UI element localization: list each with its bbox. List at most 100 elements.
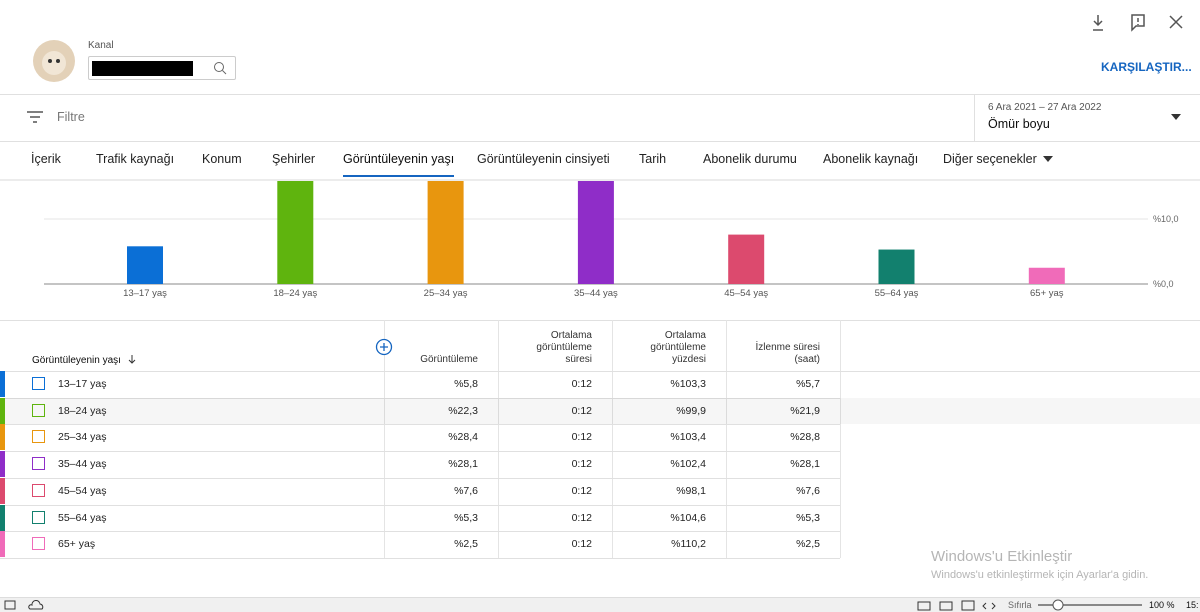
cell: %21,9 xyxy=(790,404,820,417)
arrow xyxy=(1042,156,1053,162)
shadow xyxy=(0,179,1200,181)
cell: %5,7 xyxy=(796,378,820,390)
column-header: İzlenme süresi (saat) xyxy=(755,342,820,365)
tab[interactable]: Diğer seçenekler xyxy=(943,152,1054,166)
tab[interactable]: Abonelik kaynağı xyxy=(823,152,919,166)
compare-button[interactable]: KARŞILAŞTIR... xyxy=(1101,60,1192,74)
row-color xyxy=(0,531,5,558)
bar xyxy=(728,234,765,284)
row-label: 55–64 yaş xyxy=(58,511,107,524)
zoom-slider[interactable] xyxy=(1036,599,1144,612)
plus xyxy=(380,343,388,351)
cell: %5,8 xyxy=(454,378,478,390)
divider xyxy=(0,320,1200,321)
row-divider xyxy=(0,557,840,559)
bar xyxy=(277,181,314,284)
column-divider xyxy=(612,320,613,558)
taskbar-icons[interactable] xyxy=(4,600,44,611)
x-tick-label: 13–17 yaş xyxy=(123,288,167,299)
checkbox[interactable] xyxy=(32,403,45,417)
divider xyxy=(0,371,1200,372)
column-divider xyxy=(840,320,841,558)
date-range: 6 Ara 2021 – 27 Ara 2022 xyxy=(988,102,1102,113)
search-icon xyxy=(214,62,227,75)
checkbox[interactable] xyxy=(32,483,45,497)
cell: %103,4 xyxy=(670,431,706,444)
table-row[interactable] xyxy=(0,451,1200,477)
table-row[interactable] xyxy=(0,398,1200,424)
column-divider xyxy=(498,320,499,558)
tab[interactable]: Abonelik durumu xyxy=(703,152,797,166)
taskbar-icons[interactable] xyxy=(916,600,1000,611)
checkbox[interactable] xyxy=(32,430,45,444)
row-divider xyxy=(0,397,840,399)
add-column[interactable] xyxy=(375,338,393,356)
table-row[interactable] xyxy=(0,478,1200,504)
tab[interactable]: Görüntüleyenin yaşı xyxy=(343,152,455,177)
row-divider xyxy=(0,531,840,533)
dropdown-arrow[interactable] xyxy=(1170,113,1182,121)
checkbox[interactable] xyxy=(32,510,45,524)
period[interactable]: Ömür boyu xyxy=(988,117,1050,131)
row-color xyxy=(0,504,5,531)
tab[interactable]: Şehirler xyxy=(272,152,316,166)
cell: %99,9 xyxy=(676,404,706,417)
row-color xyxy=(0,397,5,424)
cell: %5,3 xyxy=(454,511,478,524)
cell: 0:12 xyxy=(571,484,592,497)
divider xyxy=(0,141,1200,142)
row-color xyxy=(0,424,5,451)
x-tick-label: 55–64 yaş xyxy=(875,288,919,299)
cell: %28,4 xyxy=(448,431,478,444)
checkbox[interactable] xyxy=(32,537,45,551)
cell: 0:12 xyxy=(571,378,592,390)
row-color xyxy=(0,371,5,397)
tab[interactable]: İçerik xyxy=(31,152,61,166)
cell: %28,8 xyxy=(790,431,820,444)
row-color xyxy=(0,451,5,478)
dropdown-arrow xyxy=(1042,156,1053,162)
filter-input[interactable]: Filtre xyxy=(57,110,85,124)
tab-underline xyxy=(343,175,455,177)
tab[interactable]: Trafik kaynağı xyxy=(96,152,175,166)
column-header: Görüntüleme xyxy=(420,354,478,365)
cell: 0:12 xyxy=(571,458,592,471)
table-row[interactable] xyxy=(0,505,1200,531)
x-tick-label: 35–44 yaş xyxy=(574,288,618,299)
bar xyxy=(878,249,915,284)
clock: 15: xyxy=(1186,600,1199,610)
cell: %7,6 xyxy=(796,484,820,497)
cell: 0:12 xyxy=(571,511,592,524)
tab[interactable]: Konum xyxy=(202,152,242,166)
cell: %103,3 xyxy=(670,378,706,390)
reset[interactable]: Sıfırla xyxy=(1008,600,1032,610)
cell: %2,5 xyxy=(796,538,820,551)
x-tick-label: 45–54 yaş xyxy=(724,288,768,299)
y-tick-label: %0,0 xyxy=(1153,279,1174,289)
tab[interactable]: Tarih xyxy=(639,152,667,166)
checkbox[interactable] xyxy=(32,457,45,471)
taskbar: Sıfırla 100 % 15: xyxy=(0,597,1200,612)
x-tick-label: 18–24 yaş xyxy=(273,288,317,299)
cell: %28,1 xyxy=(448,458,478,471)
cell: %5,3 xyxy=(796,511,820,524)
checkbox[interactable] xyxy=(32,377,45,390)
table-row[interactable] xyxy=(0,424,1200,450)
watermark-text: Windows'u etkinleştirmek için Ayarlar'a … xyxy=(931,569,1149,581)
avatar[interactable] xyxy=(32,39,76,83)
column-header: Ortalama görüntüleme yüzdesi xyxy=(650,330,706,365)
row-label: 13–17 yaş xyxy=(58,378,107,390)
table-row[interactable] xyxy=(0,371,1200,397)
channel-search[interactable] xyxy=(88,56,236,80)
top-icons[interactable] xyxy=(1090,12,1190,34)
row-divider xyxy=(0,451,840,453)
divider xyxy=(974,95,975,141)
filter-icon[interactable] xyxy=(26,110,44,124)
row-divider xyxy=(0,477,840,479)
cell: %102,4 xyxy=(670,458,706,471)
column-header[interactable]: Görüntüleyenin yaşı xyxy=(32,354,137,366)
row-label: 25–34 yaş xyxy=(58,431,107,444)
column-divider xyxy=(726,320,727,558)
tab[interactable]: Görüntüleyenin cinsiyeti xyxy=(477,152,610,166)
